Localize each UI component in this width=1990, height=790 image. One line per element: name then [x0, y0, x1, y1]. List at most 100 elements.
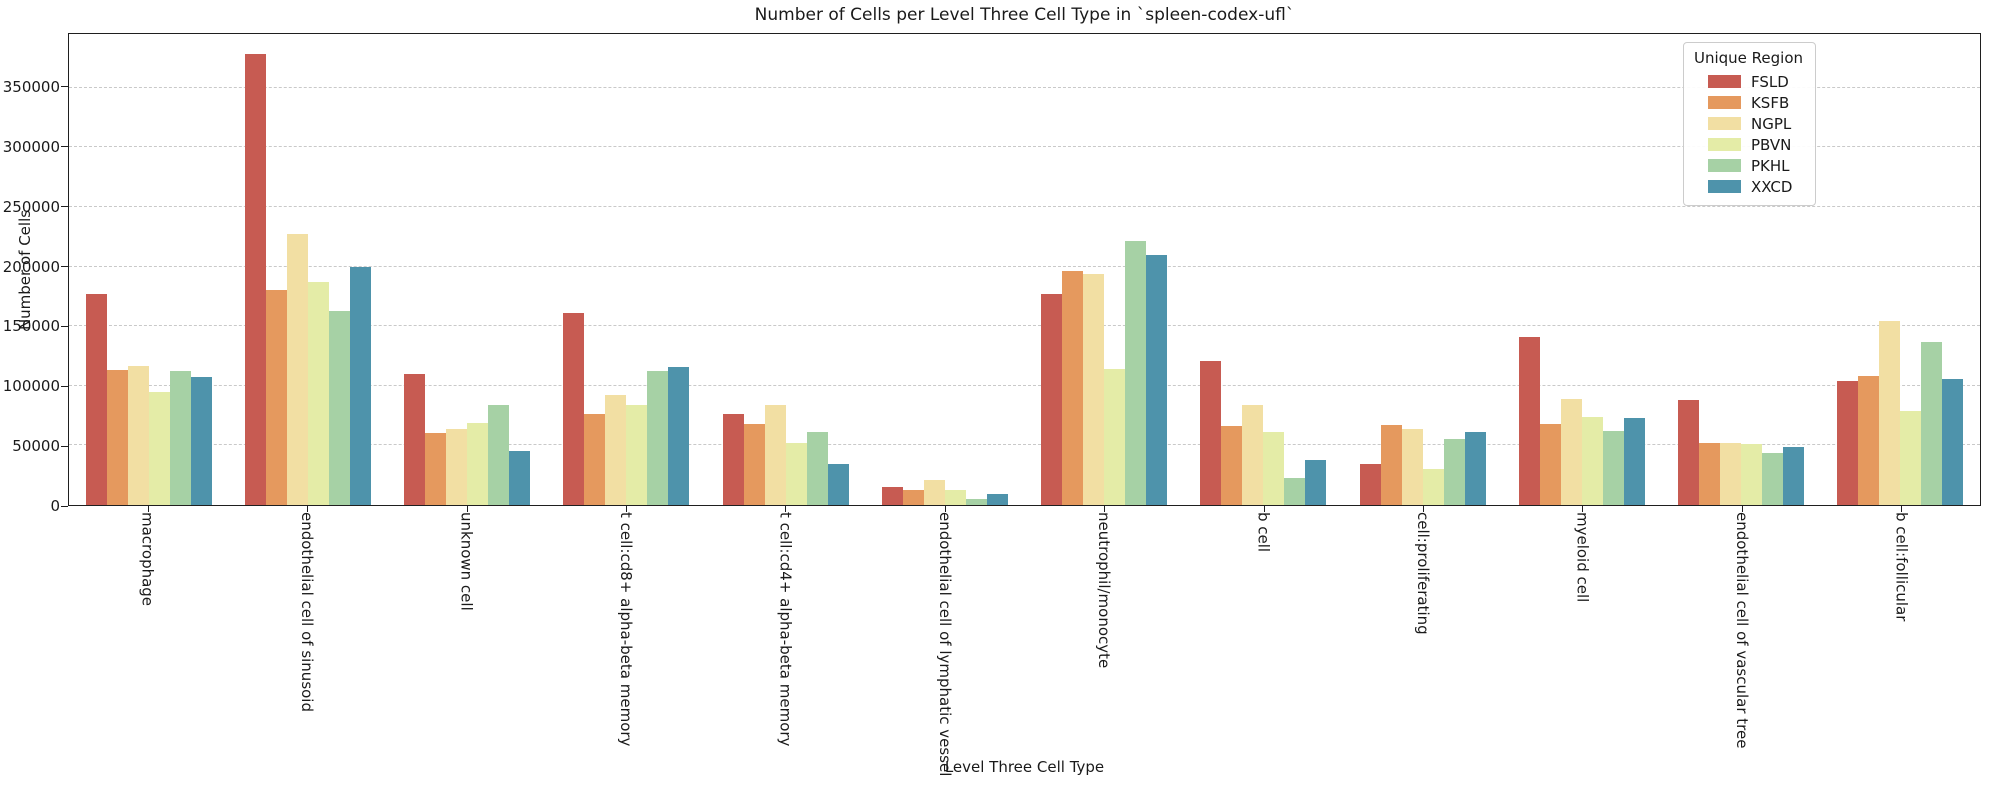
x-tick-mark	[625, 506, 627, 512]
x-tick-mark	[1423, 506, 1425, 512]
bar-group	[69, 34, 228, 505]
legend-entry: PBVN	[1694, 134, 1803, 155]
gridline	[69, 205, 1980, 207]
bar-PBVN	[1422, 469, 1444, 505]
bar-PKHL	[1443, 439, 1465, 505]
legend-entry: XXCD	[1694, 176, 1803, 197]
bar-FSLD	[85, 293, 107, 505]
bar-PBVN	[1581, 416, 1603, 505]
bar-NGPL	[446, 428, 468, 505]
legend-label: FSLD	[1750, 72, 1789, 91]
bar-KSFB	[265, 290, 287, 505]
bar-KSFB	[902, 489, 924, 505]
bar-FSLD	[563, 313, 585, 505]
bar-NGPL	[605, 395, 627, 505]
bar-NGPL	[1879, 321, 1901, 505]
y-tick-label: 250000	[2, 197, 60, 216]
bar-XXCD	[190, 377, 212, 505]
bar-PKHL	[647, 371, 669, 505]
plot-area: Unique Region FSLD KSFB NGPL PBVN PKHL XXCD	[68, 33, 1981, 506]
chart-title: Number of Cells per Level Three Cell Typ…	[754, 5, 1295, 25]
bar-group	[228, 34, 387, 505]
gridline	[69, 146, 1980, 148]
legend-swatch-icon	[1707, 117, 1741, 130]
x-tick-mark	[1104, 506, 1106, 512]
bar-PKHL	[1921, 341, 1943, 505]
y-tick-mark	[61, 146, 68, 148]
gridline	[69, 265, 1980, 267]
legend-swatch-icon	[1707, 159, 1741, 172]
bar-XXCD	[1146, 254, 1168, 505]
gridline	[69, 86, 1980, 88]
legend-title: Unique Region	[1693, 49, 1803, 67]
x-tick-mark	[307, 506, 309, 512]
bar-group	[1025, 34, 1184, 505]
bar-XXCD	[1623, 417, 1645, 505]
bar-FSLD	[244, 54, 266, 505]
x-tick-mark	[466, 506, 468, 512]
x-tick-label: t cell:cd8+ alpha-beta memory	[616, 512, 635, 747]
y-tick-label: 100000	[2, 377, 60, 396]
bar-PBVN	[626, 404, 648, 505]
bar-FSLD	[404, 373, 426, 505]
x-tick-mark	[1741, 506, 1743, 512]
bar-KSFB	[425, 433, 447, 505]
x-tick-label: b cell	[1254, 512, 1273, 553]
x-tick-label: macrophage	[138, 512, 157, 607]
legend-entry: NGPL	[1694, 113, 1803, 134]
legend-label: PKHL	[1750, 156, 1790, 175]
bar-FSLD	[1359, 464, 1381, 505]
bar-PKHL	[1602, 431, 1624, 505]
bar-PKHL	[1125, 241, 1147, 505]
bar-FSLD	[1041, 293, 1063, 505]
bar-PKHL	[328, 310, 350, 505]
bar-group	[1821, 34, 1980, 505]
bar-PKHL	[1284, 477, 1306, 505]
x-tick-mark	[1263, 506, 1265, 512]
bar-group	[547, 34, 706, 505]
gridline	[69, 325, 1980, 327]
x-tick-label: b cell:follicular	[1892, 512, 1911, 622]
y-tick-label: 200000	[2, 257, 60, 276]
x-tick-mark	[944, 506, 946, 512]
gridline	[69, 384, 1980, 386]
bar-XXCD	[1942, 378, 1964, 505]
y-tick-label: 350000	[2, 77, 60, 96]
x-tick-label: endothelial cell of sinusoid	[298, 512, 317, 712]
bar-NGPL	[1720, 443, 1742, 505]
legend-label: NGPL	[1750, 114, 1792, 133]
bar-PKHL	[488, 404, 510, 505]
bar-NGPL	[1560, 398, 1582, 505]
bar-FSLD	[722, 414, 744, 505]
bar-group	[1184, 34, 1343, 505]
bar-group	[865, 34, 1024, 505]
legend-label: PBVN	[1750, 135, 1792, 154]
bar-KSFB	[1858, 376, 1880, 505]
bar-FSLD	[1200, 360, 1222, 505]
y-tick-mark	[61, 325, 68, 327]
bar-XXCD	[827, 464, 849, 505]
bar-KSFB	[106, 370, 128, 505]
bar-XXCD	[1305, 459, 1327, 505]
y-tick-label: 300000	[2, 137, 60, 156]
y-tick-label: 150000	[2, 317, 60, 336]
x-tick-label: unknown cell	[457, 512, 476, 611]
bar-XXCD	[509, 451, 531, 505]
bar-NGPL	[127, 365, 149, 505]
bar-KSFB	[743, 423, 765, 505]
x-tick-label: t cell:cd4+ alpha-beta memory	[776, 512, 795, 747]
bar-KSFB	[1539, 423, 1561, 505]
bar-KSFB	[1380, 425, 1402, 505]
bar-XXCD	[986, 494, 1008, 505]
legend-swatch-icon	[1707, 138, 1741, 151]
bar-NGPL	[286, 234, 308, 505]
bar-XXCD	[1464, 432, 1486, 505]
x-axis-label: Level Three Cell Type	[944, 758, 1105, 776]
bar-NGPL	[1401, 428, 1423, 505]
bar-KSFB	[1699, 443, 1721, 505]
bar-XXCD	[349, 266, 371, 505]
y-tick-mark	[61, 505, 68, 507]
y-tick-mark	[61, 445, 68, 447]
bar-groups	[69, 34, 1980, 505]
